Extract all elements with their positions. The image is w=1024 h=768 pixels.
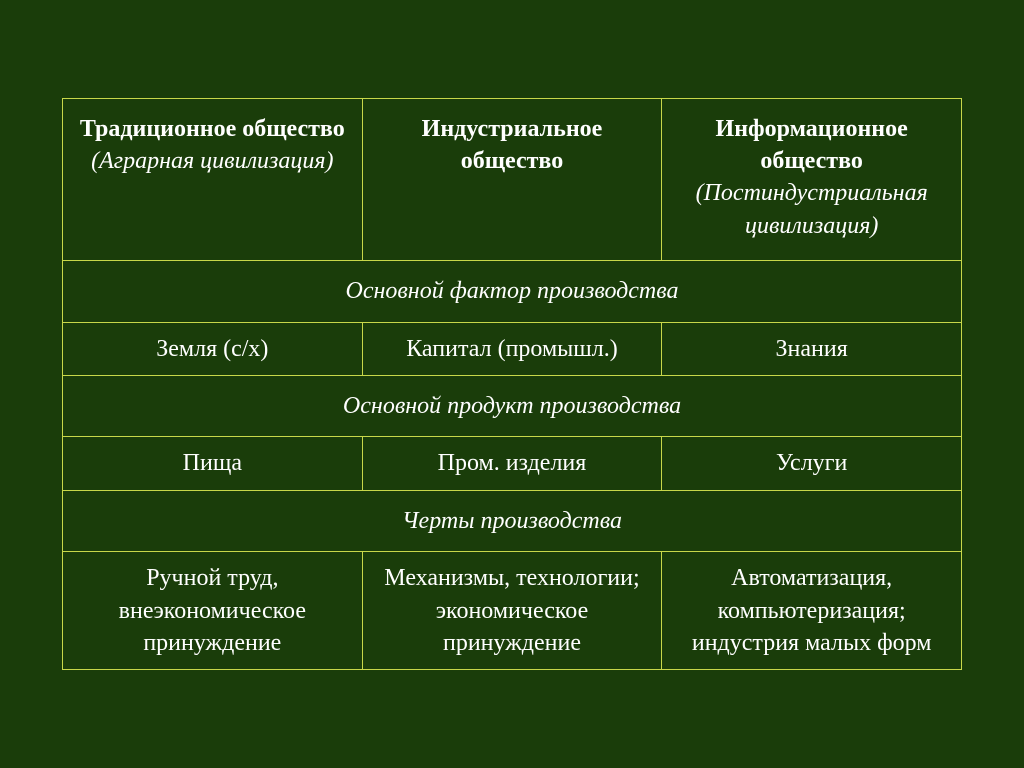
header-industrial: Индустриальное общество	[362, 98, 662, 261]
cell-s3-c2: Механизмы, технологии; экономическое при…	[362, 552, 662, 670]
section-production-traits: Черты производства	[63, 490, 962, 551]
cell-s3-c1: Ручной труд, внеэкономическое принуждени…	[63, 552, 363, 670]
society-types-table: Традиционное общество (Аграрная цивилиза…	[62, 98, 962, 671]
header-traditional: Традиционное общество (Аграрная цивилиза…	[63, 98, 363, 261]
section-title-2: Основной продукт производства	[63, 376, 962, 437]
section-production-product: Основной продукт производства	[63, 376, 962, 437]
cell-s2-c3: Услуги	[662, 437, 962, 490]
row-production-factor: Земля (с/х) Капитал (промышл.) Знания	[63, 322, 962, 375]
cell-s2-c1: Пища	[63, 437, 363, 490]
header-informational-title: Информационное общество	[676, 113, 947, 178]
section-production-factor: Основной фактор производства	[63, 261, 962, 322]
cell-s1-c3: Знания	[662, 322, 962, 375]
header-informational-subtitle: (Постиндустриальная цивилизация)	[676, 177, 947, 242]
section-title-1: Основной фактор производства	[63, 261, 962, 322]
header-industrial-title: Индустриальное общество	[377, 113, 648, 178]
cell-s3-c3: Автоматизация, компьютеризация; индустри…	[662, 552, 962, 670]
comparison-table: Традиционное общество (Аграрная цивилиза…	[62, 98, 962, 671]
header-traditional-title: Традиционное общество	[77, 113, 348, 145]
cell-s2-c2: Пром. изделия	[362, 437, 662, 490]
section-title-3: Черты производства	[63, 490, 962, 551]
row-production-traits: Ручной труд, внеэкономическое принуждени…	[63, 552, 962, 670]
cell-s1-c2: Капитал (промышл.)	[362, 322, 662, 375]
row-production-product: Пища Пром. изделия Услуги	[63, 437, 962, 490]
header-traditional-subtitle: (Аграрная цивилизация)	[77, 145, 348, 177]
cell-s1-c1: Земля (с/х)	[63, 322, 363, 375]
header-row: Традиционное общество (Аграрная цивилиза…	[63, 98, 962, 261]
header-informational: Информационное общество (Постиндустриаль…	[662, 98, 962, 261]
